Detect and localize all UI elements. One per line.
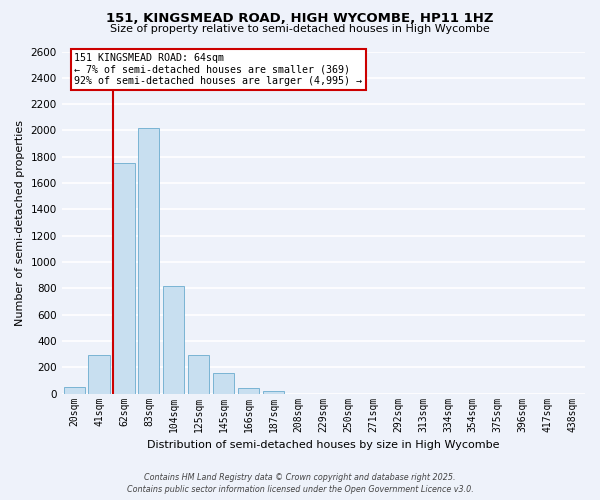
Bar — [188, 356, 209, 394]
Text: 151 KINGSMEAD ROAD: 64sqm
← 7% of semi-detached houses are smaller (369)
92% of : 151 KINGSMEAD ROAD: 64sqm ← 7% of semi-d… — [74, 53, 362, 86]
Bar — [213, 373, 234, 394]
Bar — [88, 356, 110, 394]
Bar — [113, 164, 134, 394]
Bar — [163, 286, 184, 394]
Bar — [138, 128, 160, 394]
Bar — [263, 391, 284, 394]
Text: 151, KINGSMEAD ROAD, HIGH WYCOMBE, HP11 1HZ: 151, KINGSMEAD ROAD, HIGH WYCOMBE, HP11 … — [106, 12, 494, 26]
Title: 151, KINGSMEAD ROAD, HIGH WYCOMBE, HP11 1HZ
Size of property relative to semi-de: 151, KINGSMEAD ROAD, HIGH WYCOMBE, HP11 … — [0, 499, 1, 500]
Y-axis label: Number of semi-detached properties: Number of semi-detached properties — [15, 120, 25, 326]
Text: Size of property relative to semi-detached houses in High Wycombe: Size of property relative to semi-detach… — [110, 24, 490, 34]
Bar — [238, 388, 259, 394]
Text: Contains HM Land Registry data © Crown copyright and database right 2025.
Contai: Contains HM Land Registry data © Crown c… — [127, 472, 473, 494]
Bar — [64, 387, 85, 394]
X-axis label: Distribution of semi-detached houses by size in High Wycombe: Distribution of semi-detached houses by … — [147, 440, 500, 450]
